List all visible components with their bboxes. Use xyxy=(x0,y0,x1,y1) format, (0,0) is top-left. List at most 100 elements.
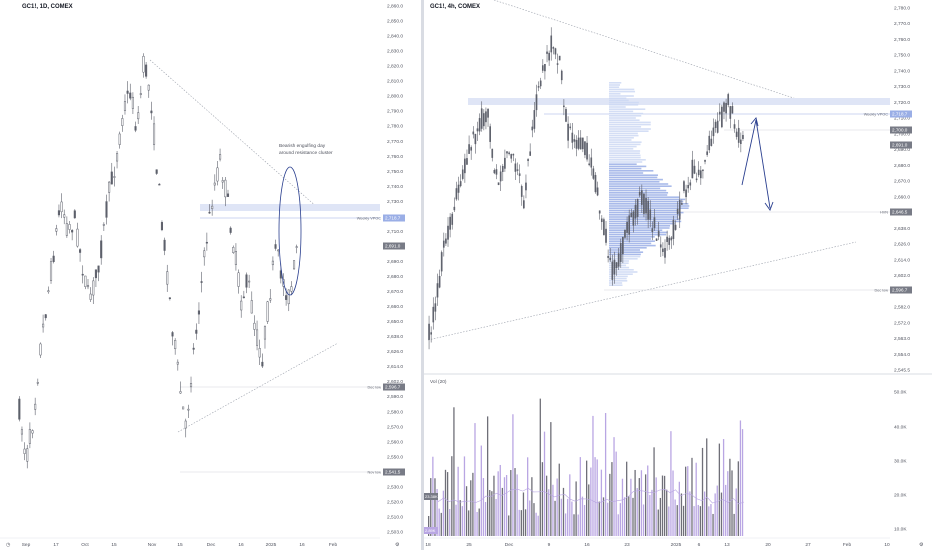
right-candle xyxy=(514,163,517,172)
left-candle xyxy=(292,260,296,270)
right-volume-bar xyxy=(535,512,537,536)
right-candle xyxy=(546,51,548,54)
right-candle xyxy=(727,94,730,105)
left-candle xyxy=(26,448,29,462)
right-volume-profile-bar xyxy=(609,189,667,192)
right-volume-bar xyxy=(455,504,457,536)
right-candle xyxy=(634,204,637,219)
right-candle xyxy=(662,248,664,252)
right-candle xyxy=(527,159,529,161)
left-candle xyxy=(179,391,182,394)
right-volume-bar xyxy=(708,506,710,536)
right-volume-profile-bar xyxy=(609,174,658,176)
left-y-tick: 2,670.0 xyxy=(387,289,403,295)
left-candle xyxy=(31,430,34,434)
right-volume-profile-bar xyxy=(609,269,634,271)
left-chart-canvas[interactable]: 2,860.0 2,850.0 2,840.0 2,830.0 2,820.0 2,810… xyxy=(0,0,422,550)
left-candle xyxy=(269,298,272,301)
left-y-tick: 2,614.0 xyxy=(387,364,403,370)
right-volume-profile-bar xyxy=(609,216,679,218)
right-volume-profile-bar xyxy=(609,86,620,88)
left-y-tick: 2,860.0 xyxy=(387,4,403,10)
right-volume-bar xyxy=(465,486,468,536)
right-candle xyxy=(697,169,700,176)
right-candle xyxy=(683,181,685,192)
right-volume-bar xyxy=(687,466,689,536)
right-y-tick: 2,690.0 xyxy=(894,147,910,153)
right-candle xyxy=(449,216,451,230)
right-volume-profile-bar xyxy=(609,227,670,229)
left-candle xyxy=(168,297,171,299)
left-candle xyxy=(158,183,161,186)
right-y-tick: 2,660.0 xyxy=(894,194,910,200)
left-candle xyxy=(226,193,230,197)
right-volume-profile-bar xyxy=(609,275,628,278)
left-candle xyxy=(174,340,177,350)
right-volume-bar xyxy=(472,472,474,536)
left-y-tick: 2,520.0 xyxy=(387,499,403,505)
right-volume-bar xyxy=(446,472,449,536)
right-volume-bar xyxy=(554,500,556,536)
left-candle xyxy=(182,406,185,410)
left-y-tick: 2,820.0 xyxy=(387,64,403,70)
right-volume-bar xyxy=(672,470,674,536)
right-candle xyxy=(708,135,711,151)
right-candle xyxy=(525,182,527,191)
left-candle xyxy=(65,223,68,236)
right-candle xyxy=(613,259,616,275)
right-volume-profile-bar xyxy=(609,178,663,181)
left-candle xyxy=(253,322,256,330)
right-volume-bar xyxy=(733,513,735,536)
left-y-tick: 2,840.0 xyxy=(387,34,403,40)
right-volume-bar xyxy=(573,514,575,536)
right-candle xyxy=(638,191,641,196)
right-volume-profile-bar xyxy=(609,167,642,170)
right-candle xyxy=(457,184,460,193)
left-y-tick: 2,680.0 xyxy=(387,274,403,280)
right-candle xyxy=(653,217,656,229)
right-volume-profile-bar xyxy=(609,170,654,172)
right-volume-bar xyxy=(626,461,628,536)
right-volume-profile-bar xyxy=(609,242,652,245)
right-candle xyxy=(487,108,489,118)
pane-divider[interactable] xyxy=(421,0,424,550)
left-candle xyxy=(213,182,216,186)
right-candle xyxy=(592,168,595,179)
left-candle xyxy=(224,179,227,198)
right-chart-pane[interactable]: GC1!, 4h, COMEX 2,780.0 2,770.0 2,760.0 2,7… xyxy=(424,0,932,550)
right-volume-bar xyxy=(653,447,655,536)
right-candle xyxy=(659,244,662,248)
left-candle xyxy=(147,84,150,91)
right-candle xyxy=(493,170,496,174)
right-volume-bar xyxy=(592,415,594,536)
right-y-tick: 2,720.0 xyxy=(894,100,910,106)
left-candle xyxy=(245,274,248,288)
right-candle xyxy=(685,189,687,198)
right-y-tick: 2,626.0 xyxy=(894,242,910,248)
right-volume-bar xyxy=(615,451,617,536)
right-volume-bar xyxy=(741,429,744,536)
left-x-tick: 15 xyxy=(111,542,117,548)
right-volume-bar xyxy=(613,437,615,536)
right-volume-bar xyxy=(531,477,533,536)
left-symbol-title: GC1!, 1D, COMEX xyxy=(22,4,73,10)
left-candle xyxy=(89,293,92,300)
left-candle xyxy=(240,300,243,311)
left-weekly-tag-price: 2,718.7 xyxy=(385,216,401,221)
left-chart-pane[interactable]: GC1!, 1D, COMEX 2,860.0 2,850.0 2,840.0 2,8… xyxy=(0,0,422,550)
left-candle xyxy=(211,205,214,209)
right-volume-profile-bar xyxy=(609,110,634,113)
left-candle xyxy=(79,249,82,253)
right-volume-bar xyxy=(474,423,476,536)
right-volume-bar xyxy=(514,468,516,536)
right-candle xyxy=(558,55,561,61)
right-candle xyxy=(676,208,679,214)
right-candle xyxy=(544,63,546,72)
right-volume-profile-bar xyxy=(609,126,642,128)
right-chart-canvas[interactable]: 2,780.0 2,770.0 2,760.0 2,750.0 2,740.0 2,730… xyxy=(424,0,932,550)
right-candle xyxy=(504,157,506,169)
right-volume-profile-bar xyxy=(609,277,627,280)
right-candle xyxy=(520,186,523,197)
right-weekly-tag: 2,718.7 xyxy=(890,110,912,118)
right-candle xyxy=(619,243,622,262)
